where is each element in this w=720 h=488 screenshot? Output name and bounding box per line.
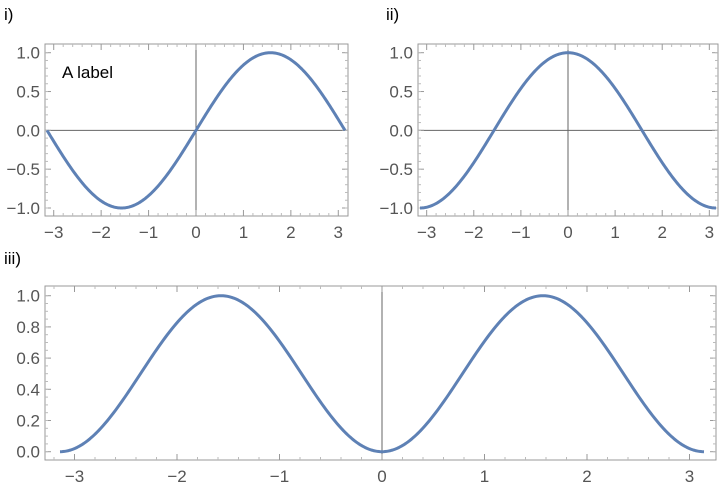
plot-frame <box>44 285 717 461</box>
annotation-label: A label <box>62 63 113 82</box>
panel-2: ii) −3 −2 −1 0 1 2 3 −1.0 −0.5 0.0 0.5 1.0 <box>379 5 719 242</box>
x-tick-label: 3 <box>334 223 343 242</box>
x-tick-label: −2 <box>167 467 186 486</box>
panel-label: ii) <box>386 5 399 24</box>
y-tick-label: −0.5 <box>6 160 40 179</box>
x-tick-label: −2 <box>91 223 110 242</box>
x-tick-label: 2 <box>582 467 591 486</box>
x-tick-label: 2 <box>657 223 666 242</box>
x-tick-label: 0 <box>563 223 572 242</box>
series-line <box>59 294 705 454</box>
panel-1: i) −3 −2 −1 0 1 2 3 −1.0 −0.5 0.0 0.5 1.0 A label <box>4 5 349 242</box>
y-tick-label: 0.0 <box>16 121 40 140</box>
y-tick-label: −1.0 <box>6 199 40 218</box>
y-tick-label: 1.0 <box>16 44 40 63</box>
x-tick-label: 1 <box>610 223 619 242</box>
series-line <box>45 51 347 210</box>
x-tick-label: 0 <box>377 467 386 486</box>
x-tick-label: −1 <box>139 223 158 242</box>
x-tick-label: −1 <box>270 467 289 486</box>
x-tick-label: −2 <box>464 223 483 242</box>
y-tick-label: 0.5 <box>16 83 40 102</box>
x-tick-label: −3 <box>44 223 63 242</box>
x-tick-label: 3 <box>705 223 714 242</box>
x-tick-label: −3 <box>417 223 436 242</box>
panel-label: i) <box>4 5 13 24</box>
x-tick-label: 0 <box>191 223 200 242</box>
y-tick-label: 0.4 <box>16 380 40 399</box>
x-tick-label: 1 <box>480 467 489 486</box>
y-tick-label: 0.2 <box>16 412 40 431</box>
y-tick-label: −1.0 <box>379 199 413 218</box>
series-line <box>419 51 717 210</box>
y-tick-label: 0.8 <box>16 318 40 337</box>
y-tick-label: −0.5 <box>379 160 413 179</box>
x-tick-label: 3 <box>685 467 694 486</box>
y-tick-label: 0.0 <box>389 121 413 140</box>
x-tick-label: −3 <box>65 467 84 486</box>
y-tick-label: 1.0 <box>389 44 413 63</box>
y-tick-label: 0.5 <box>389 83 413 102</box>
x-tick-label: 1 <box>239 223 248 242</box>
x-tick-label: −1 <box>511 223 530 242</box>
panel-3: iii) −3 −2 −1 0 1 2 3 0.0 0.2 0.4 0.6 0.8 1.0 <box>4 249 717 486</box>
panel-label: iii) <box>4 249 21 268</box>
y-tick-label: 0.6 <box>16 349 40 368</box>
x-tick-label: 2 <box>286 223 295 242</box>
y-tick-label: 0.0 <box>16 443 40 462</box>
y-tick-label: 1.0 <box>16 287 40 306</box>
